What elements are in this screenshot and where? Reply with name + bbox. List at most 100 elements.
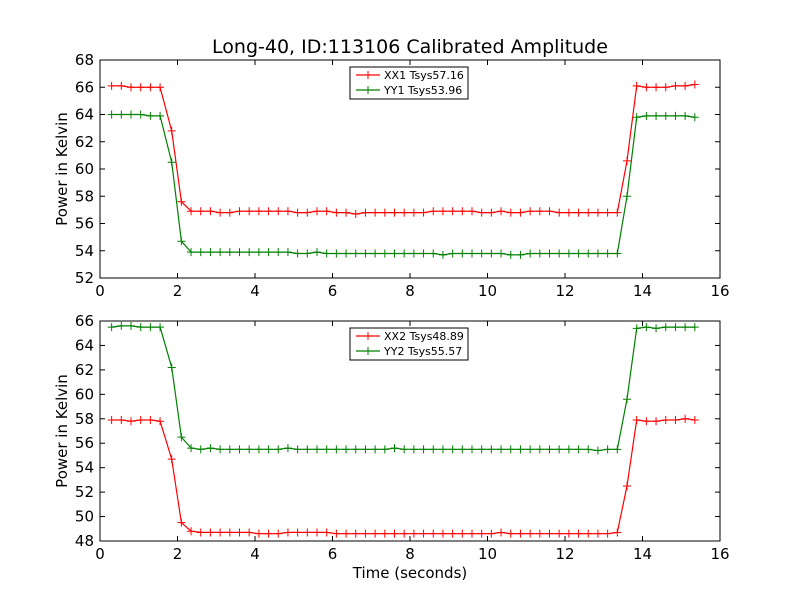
- data-point: [196, 207, 205, 216]
- data-point: [371, 208, 380, 217]
- data-point: [196, 248, 205, 257]
- data-point: [371, 249, 380, 258]
- data-point: [342, 249, 351, 258]
- data-point: [322, 249, 331, 258]
- data-point: [545, 445, 554, 454]
- data-point: [526, 445, 535, 454]
- data-point: [274, 445, 283, 454]
- y-tick-label: 48: [75, 532, 94, 550]
- data-point: [313, 248, 321, 257]
- data-point: [127, 321, 135, 330]
- data-point: [293, 445, 302, 454]
- data-point: [303, 249, 312, 258]
- data-point: [400, 208, 409, 217]
- data-point: [380, 529, 389, 538]
- data-point: [216, 445, 225, 454]
- data-point: [419, 529, 428, 538]
- data-point: [380, 208, 389, 217]
- x-tick-label: 0: [95, 545, 105, 563]
- data-point: [623, 482, 631, 490]
- x-tick-label: 4: [250, 282, 260, 300]
- series-2: [107, 321, 699, 455]
- data-point: [564, 249, 573, 258]
- data-point: [564, 445, 573, 454]
- data-point: [127, 83, 135, 92]
- data-point: [351, 445, 360, 454]
- data-point: [156, 111, 165, 120]
- legend-marker: [364, 71, 372, 79]
- data-point: [409, 208, 418, 217]
- data-point: [458, 529, 467, 538]
- data-point: [516, 529, 525, 538]
- y-tick-label: 56: [75, 215, 94, 233]
- data-point: [390, 208, 399, 217]
- data-point: [584, 249, 593, 258]
- data-point: [156, 83, 165, 92]
- data-point: [146, 111, 155, 120]
- data-point: [623, 156, 631, 165]
- y-tick-label: 64: [75, 336, 94, 354]
- data-point: [303, 208, 312, 217]
- x-tick-label: 14: [633, 282, 652, 300]
- data-point: [235, 248, 244, 257]
- data-point: [206, 248, 215, 257]
- data-point: [584, 445, 593, 454]
- data-point: [313, 528, 321, 537]
- data-point: [438, 529, 447, 538]
- y-tick-label: 54: [75, 242, 94, 260]
- data-point: [380, 249, 389, 258]
- data-point: [264, 445, 273, 454]
- x-tick-label: 0: [95, 282, 105, 300]
- data-point: [187, 248, 196, 257]
- data-point: [613, 249, 622, 258]
- data-point: [593, 446, 602, 455]
- data-point: [332, 529, 341, 538]
- data-point: [555, 249, 564, 258]
- data-point: [681, 111, 690, 120]
- data-point: [574, 529, 583, 538]
- data-point: [322, 445, 331, 454]
- data-point: [245, 528, 254, 537]
- legend-marker: [364, 332, 372, 340]
- data-point: [400, 529, 409, 538]
- x-tick-label: 6: [328, 282, 338, 300]
- y-tick-label: 66: [75, 312, 94, 330]
- data-point: [584, 529, 593, 538]
- data-point: [235, 528, 244, 537]
- data-point: [506, 529, 515, 538]
- data-point: [497, 249, 506, 258]
- data-point: [274, 207, 283, 216]
- data-point: [642, 83, 651, 92]
- y-tick-label: 62: [75, 133, 94, 151]
- data-point: [632, 81, 641, 90]
- y-tick-label: 64: [75, 106, 94, 124]
- data-point: [127, 110, 135, 119]
- x-tick-label: 2: [173, 545, 183, 563]
- data-point: [681, 414, 690, 423]
- data-point: [283, 248, 292, 257]
- data-point: [458, 207, 467, 216]
- data-point: [593, 249, 602, 258]
- data-point: [206, 207, 215, 216]
- data-point: [429, 249, 438, 258]
- y-tick-label: 52: [75, 269, 94, 287]
- data-point: [574, 249, 583, 258]
- data-point: [107, 110, 116, 119]
- data-point: [429, 445, 438, 454]
- series-2: [107, 110, 699, 259]
- data-point: [613, 445, 622, 454]
- y-axis-label: Power in Kelvin: [53, 112, 71, 226]
- data-point: [283, 528, 292, 537]
- data-point: [400, 445, 409, 454]
- y-tick-label: 58: [75, 410, 94, 428]
- data-point: [264, 207, 273, 216]
- data-point: [390, 529, 399, 538]
- data-point: [322, 207, 331, 216]
- series-1: [107, 414, 699, 538]
- data-point: [632, 416, 641, 424]
- data-point: [661, 83, 670, 92]
- data-point: [438, 207, 447, 216]
- data-point: [313, 445, 321, 454]
- data-point: [623, 395, 631, 404]
- data-point: [107, 323, 116, 332]
